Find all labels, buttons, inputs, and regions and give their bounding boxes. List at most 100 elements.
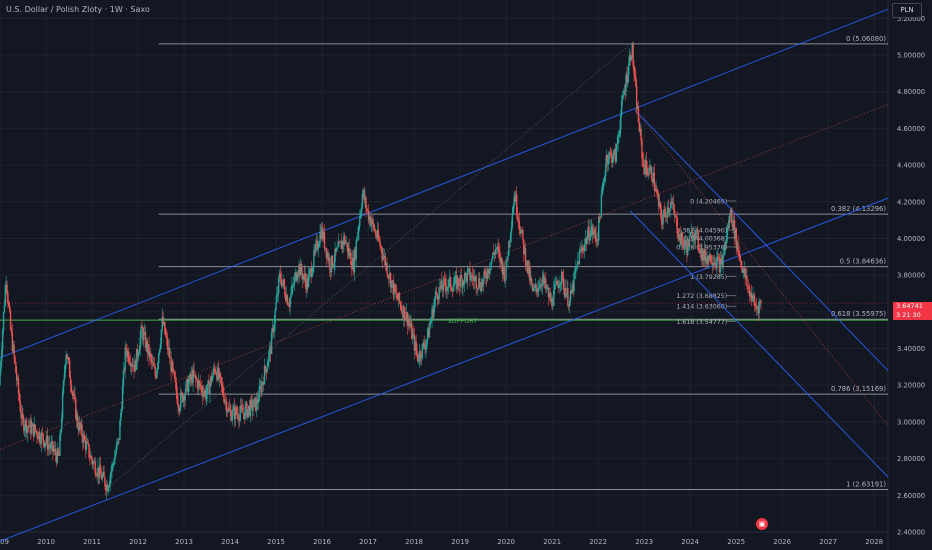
- candle-body: [741, 267, 744, 273]
- candle-body: [672, 203, 675, 210]
- candle-body: [760, 301, 762, 304]
- candle-body: [184, 392, 186, 401]
- candle-body: [621, 95, 624, 101]
- candle-body: [386, 263, 388, 275]
- candle-body: [726, 226, 729, 235]
- candle-body: [461, 277, 463, 288]
- candle-body: [307, 278, 309, 288]
- x-tick-label: 2027: [819, 538, 837, 546]
- candle-body: [229, 410, 231, 412]
- candle-body: [31, 425, 33, 434]
- candle-body: [417, 354, 419, 362]
- candle-body: [177, 403, 179, 408]
- candle-body: [356, 239, 358, 241]
- candle-body: [736, 242, 738, 249]
- candle-body: [684, 240, 686, 244]
- candle-body: [358, 226, 360, 232]
- candle-body: [382, 257, 385, 260]
- candle-body: [311, 273, 313, 277]
- candle-body: [31, 423, 34, 426]
- candle-body: [3, 305, 6, 313]
- candle-body: [218, 372, 221, 379]
- candle-body: [309, 268, 312, 271]
- candle-body: [672, 203, 674, 205]
- support-label: SUPPORT: [447, 317, 477, 325]
- candle-body: [158, 349, 161, 354]
- candle-body: [699, 251, 701, 254]
- candle-body: [638, 121, 640, 132]
- candle-body: [529, 266, 531, 282]
- candle-body: [441, 280, 443, 290]
- candle-body: [170, 357, 172, 372]
- candle-body: [344, 235, 346, 244]
- candle-body: [225, 401, 228, 413]
- candle-body: [464, 272, 467, 275]
- candle-body: [22, 413, 24, 419]
- candle-body: [402, 311, 404, 318]
- candle-body: [149, 352, 151, 358]
- candle-body: [381, 253, 384, 260]
- candle-body: [278, 272, 281, 278]
- candle-body: [681, 232, 684, 242]
- currency-button[interactable]: PLN: [892, 3, 922, 18]
- candle-body: [752, 295, 754, 299]
- candle-body: [123, 370, 126, 371]
- candle-body: [585, 238, 588, 244]
- candle-body: [553, 289, 555, 306]
- candle-body: [391, 280, 394, 282]
- candle-body: [577, 261, 580, 265]
- candle-body: [570, 290, 573, 294]
- candle-body: [172, 361, 174, 370]
- candle-body: [160, 329, 163, 344]
- candle-body: [99, 464, 102, 474]
- candle-body: [161, 317, 163, 330]
- candle-body: [135, 348, 138, 370]
- candle-body: [54, 448, 57, 456]
- candle-body: [662, 216, 664, 225]
- candle-body: [635, 76, 637, 86]
- candle-body: [37, 436, 39, 440]
- x-tick-label: 2022: [589, 538, 607, 546]
- candle-body: [117, 438, 119, 443]
- candle-body: [53, 448, 56, 451]
- candle-body: [376, 229, 379, 238]
- candle-body: [387, 274, 389, 277]
- candle-body: [353, 250, 356, 273]
- candle-body: [194, 375, 196, 377]
- candle-body: [657, 193, 659, 196]
- candle-body: [291, 285, 293, 294]
- candle-body: [524, 247, 527, 266]
- candle-body: [180, 392, 183, 394]
- candle-body: [543, 275, 545, 284]
- candle-body: [731, 208, 733, 224]
- candle-body: [8, 305, 11, 312]
- candle-body: [550, 298, 552, 302]
- candle-body: [241, 407, 244, 413]
- candle-body: [564, 287, 566, 298]
- candle-body: [718, 258, 721, 273]
- candle-body: [631, 44, 633, 57]
- candle-body: [400, 304, 402, 310]
- candle-body: [228, 407, 230, 411]
- candle-body: [316, 240, 319, 250]
- candle-body: [442, 278, 445, 291]
- candle-body: [679, 234, 681, 240]
- candle-body: [88, 444, 90, 458]
- candle-body: [592, 232, 595, 236]
- candle-body: [346, 242, 349, 253]
- candle-body: [307, 274, 310, 288]
- calendar-event-icon[interactable]: ▣: [756, 518, 768, 530]
- candle-body: [635, 85, 638, 110]
- candle-body: [557, 284, 559, 289]
- candle-body: [474, 276, 476, 278]
- candle-body: [707, 255, 709, 264]
- candle-body: [515, 194, 517, 202]
- candle-body: [143, 332, 145, 340]
- candle-body: [30, 420, 32, 434]
- fib-ext-label: 1.272 (3.68825): [676, 293, 727, 300]
- trend-line: [105, 43, 631, 491]
- candle-body: [292, 284, 295, 286]
- candle-body: [703, 249, 706, 261]
- candle-body: [607, 159, 610, 164]
